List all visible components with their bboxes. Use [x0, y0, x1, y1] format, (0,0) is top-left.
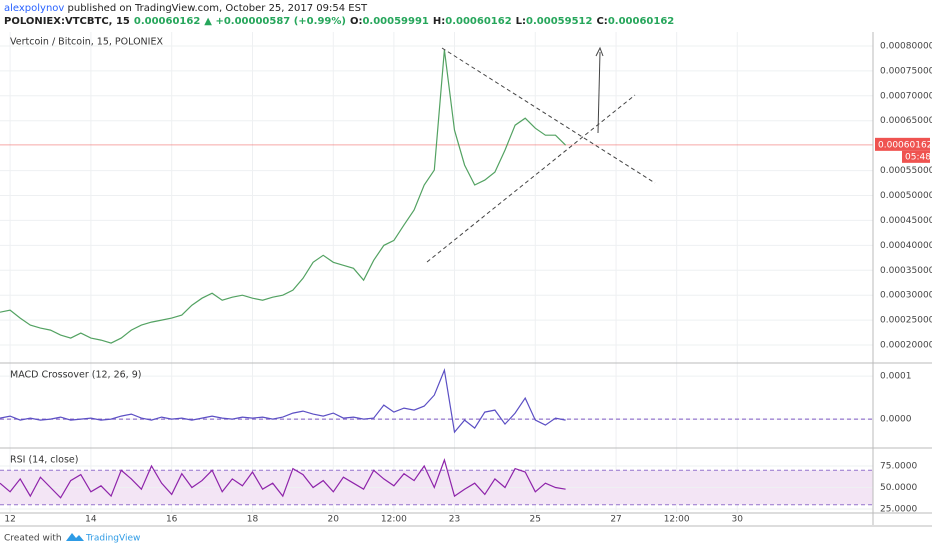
arrow-head: [595, 46, 604, 57]
ohlc-label: O:: [350, 16, 363, 27]
ohlc-label: L:: [516, 16, 526, 27]
x-tick-label: 18: [247, 515, 259, 525]
ohlc-value: 0.00060162: [445, 16, 511, 27]
y-tick-label: 0.0001: [880, 372, 912, 382]
series-line: [0, 49, 567, 344]
price: 0.00060162: [134, 16, 200, 27]
publish-line: alexpolynov published on TradingView.com…: [4, 3, 368, 14]
y-tick-label: 75.0000: [880, 461, 917, 471]
series-line: [0, 458, 566, 499]
y-tick-label: 0.00065000: [880, 116, 932, 126]
plot-area: 12 14 16 18 20 12:00 23 25 27 12:00 30 0.00020000 0.…: [0, 32, 932, 525]
y-tick-label: 0.00020000: [880, 341, 932, 351]
x-tick-label: 16: [166, 515, 178, 525]
y-tick-label: 0.00070000: [880, 91, 932, 101]
trend-line: [426, 94, 636, 263]
y-tick-label: 0.0000: [880, 415, 912, 425]
x-tick-label: 23: [449, 515, 460, 525]
ohlc-value: 0.00059512: [526, 16, 592, 27]
y-tick-label: 0.00035000: [880, 266, 932, 276]
footer-text: Created with: [4, 534, 62, 544]
pane-title: MACD Crossover (12, 26, 9): [10, 370, 141, 381]
x-tick-label: 12: [4, 515, 15, 525]
symbol-line: POLONIEX:VTCBTC, 15 0.00060162 ▲ +0.000005…: [4, 16, 674, 27]
ohlc-value: 0.00060162: [608, 16, 674, 27]
y-tick-label: 0.00055000: [880, 166, 932, 176]
y-tick-label: 0.00030000: [880, 291, 932, 301]
x-tick-label: 30: [732, 515, 744, 525]
pane-title: Vertcoin / Bitcoin, 15, POLONIEX: [10, 37, 163, 48]
countdown-tag: [902, 150, 930, 163]
ohlc-label: H:: [433, 16, 445, 27]
x-tick-label: 27: [610, 515, 621, 525]
x-tick-label: 12:00: [381, 515, 407, 525]
trend-line: [441, 47, 656, 184]
y-tick-label: 0.00040000: [880, 241, 932, 251]
y-tick-label: 50.0000: [880, 483, 917, 493]
countdown-label: 05:48: [905, 152, 931, 162]
change: ▲ +0.00000587 (+0.99%): [204, 16, 346, 27]
footer-brand[interactable]: TradingView: [85, 534, 140, 544]
series-line: [0, 367, 566, 434]
y-tick-label: 0.00080000: [880, 41, 932, 51]
published: published on TradingView.com, October 25…: [64, 3, 368, 14]
ohlc-label: C:: [596, 16, 607, 27]
symbol: POLONIEX:VTCBTC, 15: [4, 16, 130, 27]
logo: [66, 533, 84, 541]
y-tick-label: 25.0000: [880, 504, 917, 514]
y-tick-label: 0.00025000: [880, 316, 932, 326]
author[interactable]: alexpolynov: [4, 3, 64, 14]
x-tick-label: 14: [85, 515, 97, 525]
ohlc-value: 0.00059991: [362, 16, 428, 27]
last-price-tag: [875, 137, 930, 151]
x-tick-label: 20: [328, 515, 340, 525]
y-tick-label: 0.00075000: [880, 66, 932, 76]
x-tick-label: 12:00: [664, 515, 690, 525]
x-tick-label: 25: [530, 515, 541, 525]
arrow: [597, 51, 601, 134]
pane-title: RSI (14, close): [10, 455, 78, 466]
drawings: [426, 47, 656, 263]
y-tick-label: 0.00050000: [880, 191, 932, 201]
last-price-label: 0.00060162: [878, 140, 932, 150]
y-tick-label: 0.00045000: [880, 216, 932, 226]
